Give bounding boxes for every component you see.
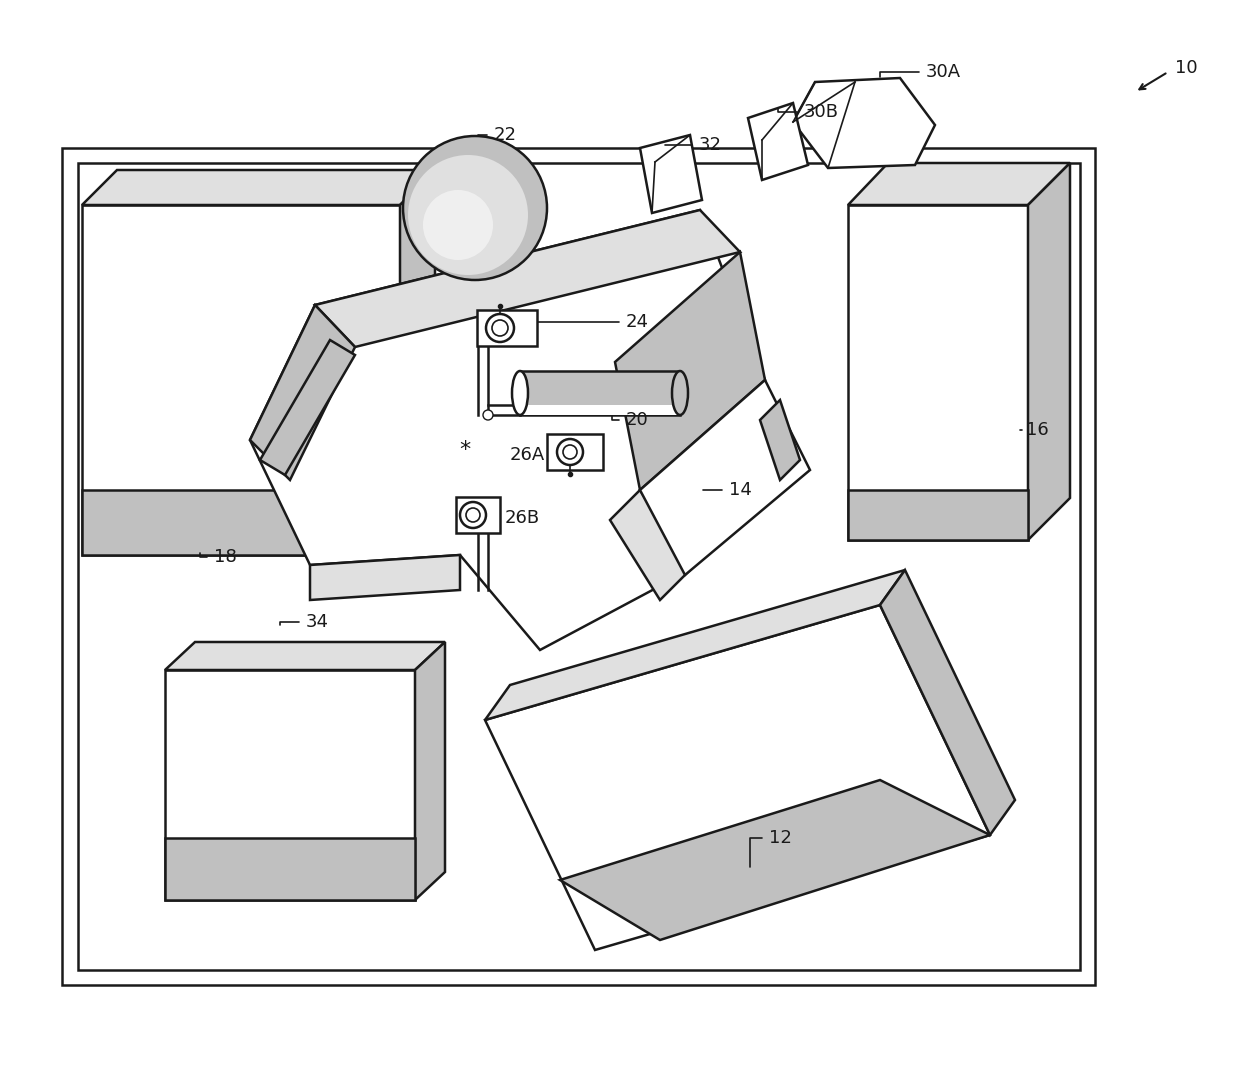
Polygon shape (456, 497, 500, 533)
Polygon shape (848, 490, 1028, 540)
Polygon shape (477, 310, 537, 346)
Polygon shape (315, 210, 740, 348)
Ellipse shape (672, 371, 688, 415)
Text: 24: 24 (626, 313, 649, 332)
Text: 16: 16 (1025, 421, 1049, 439)
Polygon shape (82, 205, 401, 555)
Text: 26A: 26A (510, 446, 546, 464)
Polygon shape (640, 135, 702, 213)
Polygon shape (1028, 163, 1070, 540)
Polygon shape (250, 305, 355, 480)
Circle shape (423, 190, 494, 260)
Circle shape (403, 136, 547, 280)
Polygon shape (880, 570, 1016, 835)
Polygon shape (415, 642, 445, 900)
Polygon shape (310, 555, 460, 600)
Text: 26B: 26B (505, 508, 541, 527)
Polygon shape (547, 434, 603, 470)
Text: 32: 32 (699, 136, 722, 154)
Text: 14: 14 (729, 481, 751, 499)
Polygon shape (165, 671, 415, 900)
Text: 12: 12 (769, 829, 792, 847)
Polygon shape (640, 379, 810, 575)
Polygon shape (485, 605, 990, 950)
Circle shape (486, 314, 515, 342)
Polygon shape (615, 252, 765, 490)
Circle shape (484, 410, 494, 420)
Polygon shape (520, 371, 680, 415)
Polygon shape (485, 570, 905, 720)
Polygon shape (250, 210, 765, 650)
Circle shape (557, 439, 583, 465)
Polygon shape (82, 490, 401, 555)
Text: 20: 20 (626, 411, 649, 429)
Polygon shape (165, 642, 445, 671)
Polygon shape (260, 340, 355, 475)
Text: 30B: 30B (804, 103, 839, 122)
Polygon shape (848, 205, 1028, 540)
Circle shape (460, 502, 486, 528)
Polygon shape (848, 163, 1070, 205)
Polygon shape (794, 78, 935, 168)
Polygon shape (165, 838, 415, 900)
Ellipse shape (512, 371, 528, 415)
Text: *: * (459, 440, 471, 461)
Polygon shape (760, 400, 800, 480)
Text: 10: 10 (1176, 59, 1198, 77)
Polygon shape (401, 169, 435, 555)
Text: 30A: 30A (926, 63, 961, 81)
Polygon shape (610, 490, 689, 600)
Polygon shape (82, 169, 435, 205)
Text: 22: 22 (494, 126, 517, 144)
Polygon shape (560, 780, 990, 940)
Text: 18: 18 (215, 548, 237, 566)
Polygon shape (520, 405, 680, 415)
Text: 34: 34 (306, 613, 329, 631)
Polygon shape (748, 103, 808, 180)
Circle shape (408, 155, 528, 275)
